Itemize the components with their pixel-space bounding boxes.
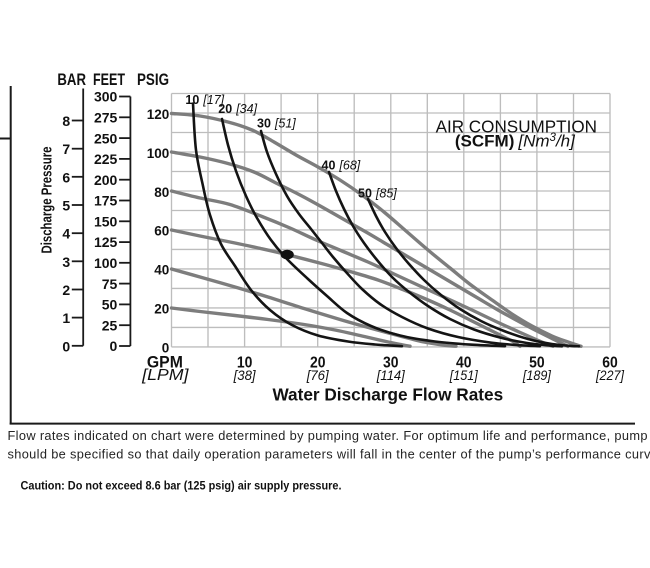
svg-text:3: 3 xyxy=(62,254,70,270)
svg-text:75: 75 xyxy=(102,276,118,292)
svg-text:200: 200 xyxy=(94,172,118,188)
svg-text:20: 20 xyxy=(154,302,169,317)
svg-text:[189]: [189] xyxy=(522,367,552,383)
svg-text:40[68]: 40[68] xyxy=(322,158,361,172)
svg-text:Flow rates indicated on chart: Flow rates indicated on chart were deter… xyxy=(8,428,648,443)
svg-text:80: 80 xyxy=(154,185,169,200)
svg-text:2: 2 xyxy=(62,282,70,298)
svg-text:60: 60 xyxy=(154,224,169,239)
svg-text:[LPM]: [LPM] xyxy=(141,367,189,384)
svg-text:275: 275 xyxy=(94,110,118,126)
svg-text:FEET: FEET xyxy=(93,71,125,89)
svg-text:50[85]: 50[85] xyxy=(358,186,397,200)
svg-text:Caution: Do not exceed 8.6 bar: Caution: Do not exceed 8.6 bar (125 psig… xyxy=(21,479,342,493)
svg-text:225: 225 xyxy=(94,151,118,167)
svg-text:100: 100 xyxy=(94,255,118,271)
svg-text:[38]: [38] xyxy=(233,367,257,383)
svg-text:[114]: [114] xyxy=(376,367,406,383)
svg-text:30[51]: 30[51] xyxy=(257,117,296,131)
svg-text:[227]: [227] xyxy=(595,367,625,383)
svg-text:6: 6 xyxy=(62,169,70,185)
svg-text:PSIG: PSIG xyxy=(137,71,169,89)
svg-text:[151]: [151] xyxy=(449,367,479,383)
svg-text:5: 5 xyxy=(62,198,70,214)
svg-text:4: 4 xyxy=(62,226,70,242)
svg-text:Water Discharge Flow Rates: Water Discharge Flow Rates xyxy=(272,384,503,404)
svg-text:250: 250 xyxy=(94,130,118,146)
svg-text:BAR: BAR xyxy=(57,71,86,89)
svg-text:150: 150 xyxy=(94,214,118,230)
svg-text:175: 175 xyxy=(94,193,118,209)
svg-text:8: 8 xyxy=(62,113,70,129)
svg-text:50: 50 xyxy=(102,297,118,313)
svg-text:25: 25 xyxy=(102,317,118,333)
svg-text:100: 100 xyxy=(147,146,170,161)
svg-text:7: 7 xyxy=(62,141,70,157)
svg-text:0: 0 xyxy=(110,338,118,354)
svg-text:Discharge Pressure: Discharge Pressure xyxy=(38,147,55,254)
svg-text:0: 0 xyxy=(62,338,70,354)
svg-text:120: 120 xyxy=(147,107,170,122)
svg-text:[76]: [76] xyxy=(306,367,330,383)
svg-text:300: 300 xyxy=(94,89,118,105)
svg-text:40: 40 xyxy=(154,263,169,278)
svg-text:125: 125 xyxy=(94,234,118,250)
svg-text:should be specified so that da: should be specified so that daily operat… xyxy=(8,446,650,461)
svg-text:1: 1 xyxy=(62,310,70,326)
svg-text:20[34]: 20[34] xyxy=(218,102,257,116)
